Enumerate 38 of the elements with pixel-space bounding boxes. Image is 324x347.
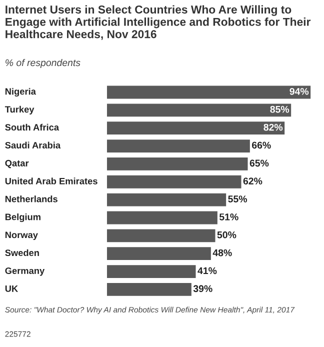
y-tick-label: Turkey (4, 106, 34, 114)
y-tick-label: Belgium (5, 213, 40, 222)
data-label: 48% (212, 249, 232, 256)
y-tick-label: Germany (5, 267, 45, 276)
y-tick-label: Netherlands (5, 196, 58, 202)
data-label: 94% (290, 88, 309, 95)
bar (106, 211, 218, 224)
chart-title: Internet Users in Select Countries Who Are Willing to Engage with Artificial Intelligence and Robotics for Their Healthcare Needs, Nov 2016 (6, 5, 311, 40)
data-label: 51% (219, 213, 238, 220)
y-tick-label: South Africa (5, 124, 60, 131)
bar (106, 122, 285, 135)
data-label: 66% (252, 142, 271, 149)
data-label: 85% (270, 106, 290, 113)
y-tick-label: Nigeria (5, 88, 36, 97)
y-tick-label: UK (5, 286, 18, 292)
data-label: 41% (198, 267, 217, 274)
bar (106, 86, 311, 99)
bar (106, 247, 211, 260)
bar (106, 193, 226, 206)
data-label: 82% (264, 124, 283, 131)
y-tick-label: Qatar (5, 160, 29, 168)
bar (106, 283, 192, 296)
bar (106, 265, 196, 278)
data-label: 55% (228, 196, 248, 202)
data-label: 65% (250, 160, 269, 167)
y-tick-label: Norway (5, 232, 38, 240)
data-label: 39% (193, 285, 212, 292)
bar (106, 140, 250, 152)
y-tick-label: Saudi Arabia (5, 142, 61, 148)
chart-subtitle: % of respondents (6, 58, 80, 68)
bar (106, 175, 242, 188)
data-label: 62% (243, 178, 262, 184)
bar (106, 229, 216, 242)
bar (106, 104, 292, 117)
y-tick-label: Sweden (5, 249, 39, 256)
y-tick-label: United Arab Emirates (5, 178, 98, 184)
data-label: 50% (217, 231, 236, 238)
bar (106, 158, 248, 170)
